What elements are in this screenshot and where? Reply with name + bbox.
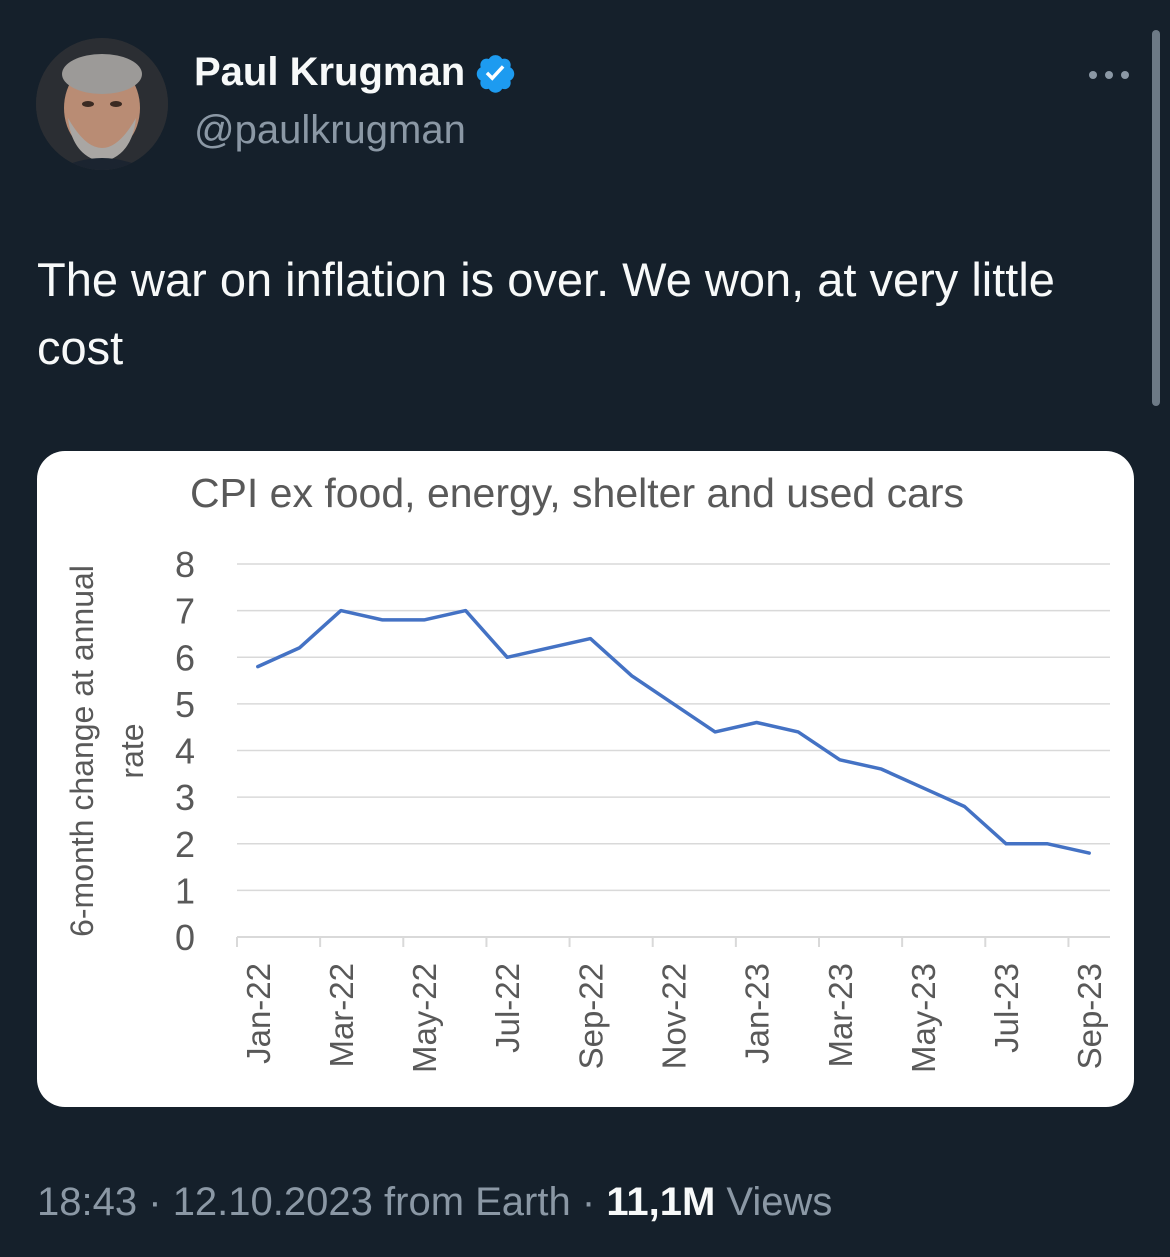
y-tick-label: 4 <box>175 731 195 772</box>
series-line <box>256 608 1091 855</box>
tweet-meta: 18:43 · 12.10.2023 from Earth · 11,1M Vi… <box>37 1180 832 1225</box>
y-tick-label: 8 <box>175 544 195 585</box>
y-tick-label: 0 <box>175 917 195 958</box>
x-tick-label: Jan-23 <box>739 963 776 1064</box>
scrollbar[interactable] <box>1152 30 1160 406</box>
y-tick-label: 2 <box>175 824 195 865</box>
y-tick-label: 1 <box>175 870 195 911</box>
more-dots-icon[interactable] <box>1086 60 1132 90</box>
x-tick-label: Jan-22 <box>240 963 277 1064</box>
y-axis-label-line-1: 6-month change at annual <box>64 565 100 937</box>
y-tick-label: 3 <box>175 777 195 818</box>
chart-title: CPI ex food, energy, shelter and used ca… <box>190 470 964 516</box>
x-tick-label: May-22 <box>406 963 443 1073</box>
tweet-text: The war on inflation is over. We won, at… <box>37 253 1055 374</box>
tweet-time[interactable]: 18:43 <box>37 1180 138 1224</box>
author-name-row[interactable]: Paul Krugman <box>194 50 517 95</box>
x-tick-label: Nov-22 <box>656 963 693 1069</box>
meta-separator: · <box>148 1180 162 1224</box>
y-tick-labels: 0 1 2 3 4 5 6 7 8 <box>175 544 195 958</box>
views-count[interactable]: 11,1M <box>606 1180 716 1224</box>
y-tick-label: 6 <box>175 637 195 678</box>
chart-gridlines <box>237 563 1110 892</box>
x-tick-label: Jul-22 <box>489 963 526 1053</box>
meta-separator-2: · <box>581 1180 596 1224</box>
x-tick-labels: Jan-22 Mar-22 May-22 Jul-22 Sep-22 Nov-22 Jan-… <box>236 937 1108 1073</box>
x-tick-label: Sep-23 <box>1071 963 1108 1069</box>
y-tick-label: 5 <box>175 684 195 725</box>
avatar-image <box>36 38 168 170</box>
x-tick-label: Sep-22 <box>572 963 609 1069</box>
x-tick-label: May-23 <box>905 963 942 1073</box>
tweet-date[interactable]: 12.10.2023 <box>172 1180 373 1224</box>
author-avatar[interactable] <box>36 38 168 170</box>
chart-card[interactable]: 0 1 2 3 4 5 6 7 8 Jan-22 Mar-22 May-22 Jul-22 Sep-22… <box>37 451 1134 1107</box>
views-label[interactable]: Views <box>726 1180 833 1224</box>
cpi-line-chart: 0 1 2 3 4 5 6 7 8 Jan-22 Mar-22 May-22 Jul-22 Sep-22… <box>64 470 1110 1073</box>
x-tick-label: Mar-22 <box>323 963 360 1068</box>
x-tick-label: Mar-23 <box>822 963 859 1068</box>
author-name[interactable]: Paul Krugman <box>194 50 466 94</box>
author-handle[interactable]: @paulkrugman <box>194 108 466 152</box>
y-axis-label: 6-month change at annual rate <box>64 565 150 937</box>
verified-badge-icon <box>476 54 515 93</box>
y-tick-label: 7 <box>175 591 195 632</box>
x-tick-label: Jul-23 <box>988 963 1025 1053</box>
tweet-source: from Earth <box>384 1180 571 1224</box>
y-axis-label-line-2: rate <box>114 723 150 778</box>
